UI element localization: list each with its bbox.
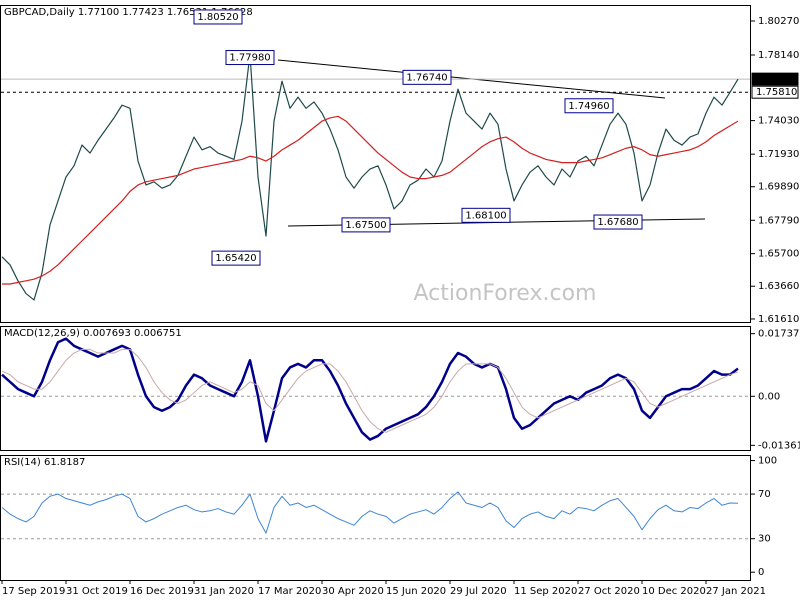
price-label-box — [751, 85, 799, 99]
series-line — [2, 115, 739, 285]
series-line — [1, 491, 739, 534]
annotation-box — [193, 9, 243, 25]
y-tick-label: 1.78140 — [758, 50, 799, 61]
annotation-label: 1.67500 — [345, 220, 386, 231]
y-tick-label: 1.74030 — [758, 116, 799, 127]
x-tick-label: 29 Jul 2020 — [450, 586, 507, 597]
y-tick-label: 1.61610 — [758, 314, 799, 325]
y-tick-label: 1.63660 — [758, 281, 799, 292]
y-tick-label: 1.71930 — [758, 149, 799, 160]
y-tick-label: 1.67790 — [758, 215, 799, 226]
y-tick-label: -0.01361 — [758, 440, 800, 451]
x-tick-label: 16 Dec 2019 — [130, 586, 194, 597]
y-tick-label: 70 — [758, 489, 771, 500]
price-panel — [0, 5, 751, 323]
annotation-box — [211, 250, 261, 266]
price-label-box — [751, 72, 799, 86]
panel-title: RSI(14) 61.8187 — [4, 457, 85, 468]
y-tick-label: 0.00 — [758, 391, 780, 402]
series-line — [1, 348, 739, 433]
annotation-label: 1.67680 — [597, 217, 638, 228]
panel-title: MACD(12,26,9) 0.007693 0.006751 — [4, 328, 182, 339]
price-label: 1.75810 — [756, 87, 797, 98]
y-tick-label: 30 — [758, 534, 771, 545]
x-tick-label: 31 Jan 2020 — [194, 586, 254, 597]
series-line — [1, 337, 739, 443]
y-tick-label: 1.80270 — [758, 16, 799, 27]
annotation-box — [564, 98, 614, 114]
annotation-box — [461, 207, 511, 223]
annotation-box — [341, 217, 391, 233]
y-tick-label: 0.017371 — [758, 329, 800, 340]
y-tick-label: 100 — [758, 456, 777, 467]
x-tick-label: 15 Jun 2020 — [386, 586, 446, 597]
x-tick-label: 17 Mar 2020 — [258, 586, 321, 597]
rsi-panel — [0, 455, 751, 581]
series-line — [1, 53, 739, 301]
annotation-label: 1.80520 — [197, 12, 238, 23]
x-tick-label: 11 Sep 2020 — [514, 586, 577, 597]
annotation-box — [225, 50, 275, 66]
annotation-label: 1.65420 — [215, 253, 256, 264]
x-tick-label: 27 Oct 2020 — [578, 586, 640, 597]
annotation-label: 1.76740 — [406, 72, 447, 83]
x-tick-label: 31 Oct 2019 — [66, 586, 128, 597]
panel-title: GBPCAD,Daily 1.77100 1.77423 1.76531 1.7… — [4, 7, 253, 18]
x-tick-label: 27 Jan 2021 — [706, 586, 766, 597]
y-tick-label: 1.65700 — [758, 249, 799, 260]
annotation-box — [593, 214, 643, 230]
y-tick-label: 1.69890 — [758, 182, 799, 193]
annotation-label: 1.68100 — [465, 210, 506, 221]
x-tick-label: 10 Dec 2020 — [642, 586, 706, 597]
x-tick-label: 17 Sep 2019 — [2, 586, 65, 597]
annotation-label: 1.77980 — [229, 53, 270, 64]
annotation-box — [402, 69, 452, 85]
watermark: ActionForex.com — [414, 281, 597, 306]
price-label: 1.76628 — [756, 74, 797, 85]
annotation-label: 1.74960 — [568, 101, 609, 112]
x-tick-label: 30 Apr 2020 — [322, 586, 384, 597]
macd-panel — [0, 326, 751, 451]
y-tick-label: 0 — [758, 567, 764, 578]
